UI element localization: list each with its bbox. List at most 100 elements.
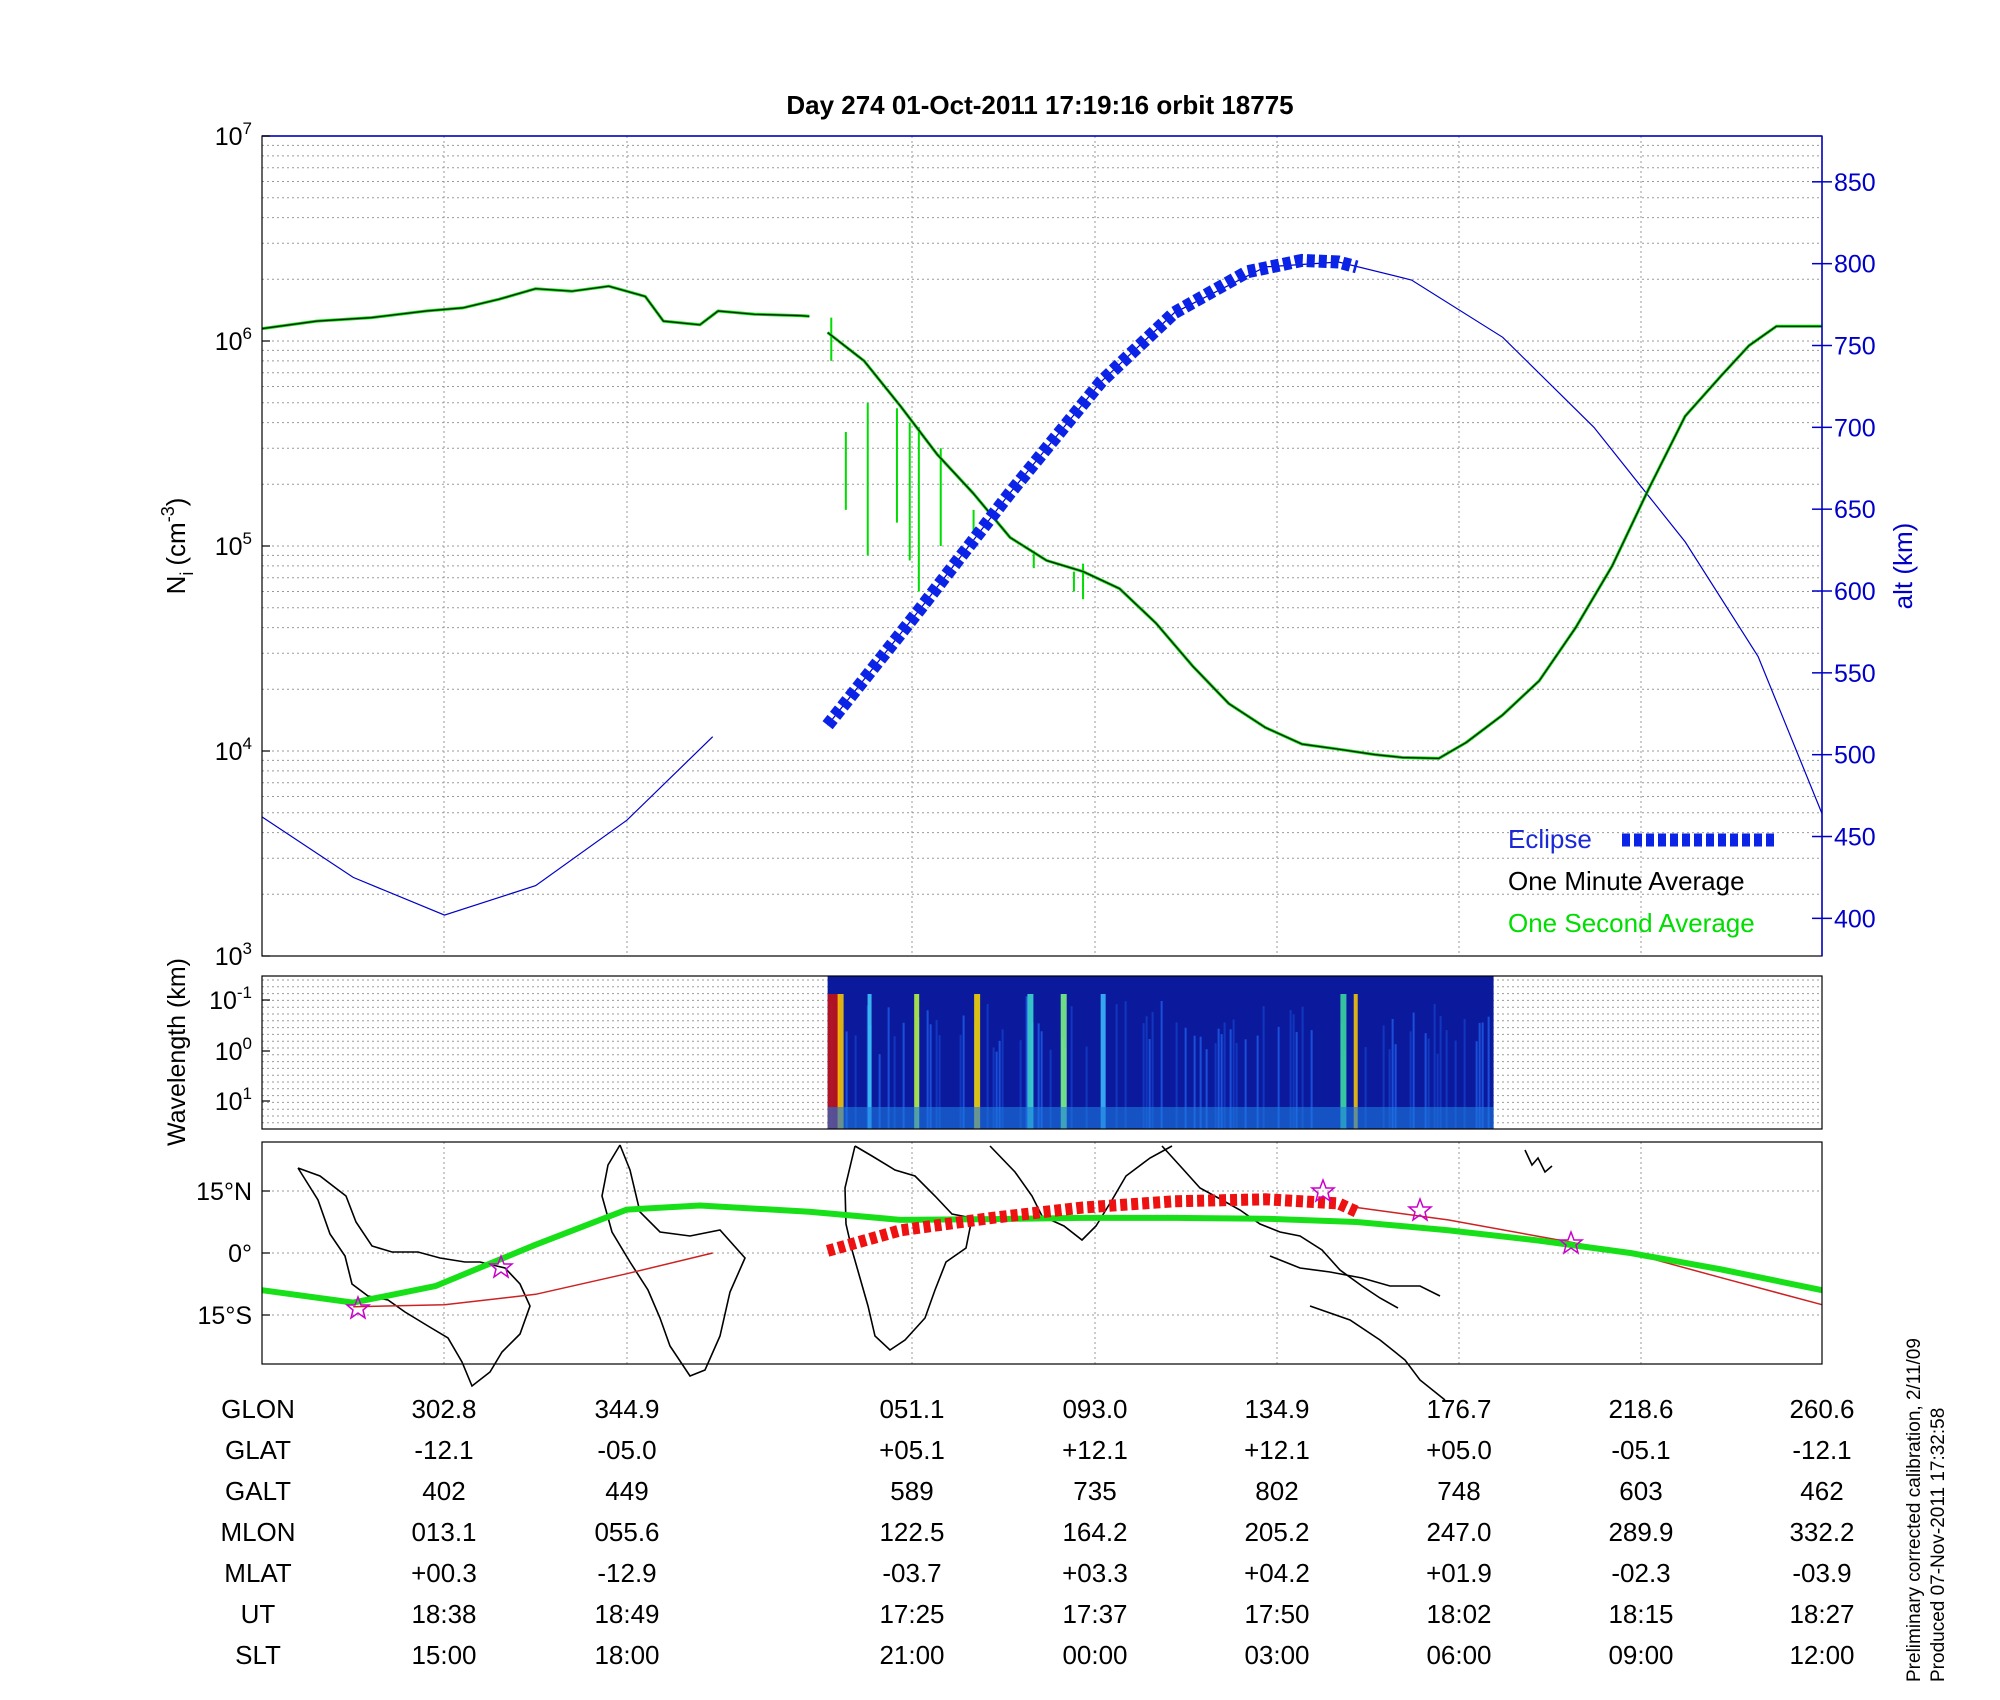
spectrogram-streak (995, 1051, 998, 1129)
spectrogram-streak (1295, 1031, 1298, 1129)
spectrogram-streak (1454, 1040, 1457, 1129)
table-cell: 802 (1255, 1476, 1298, 1506)
spectrogram-y-ticks: 10-1 100 101 (209, 983, 270, 1116)
coastline-outlines (297, 1144, 1553, 1401)
spectrogram-y-axis-label: Wavelength (km) (163, 958, 191, 1146)
altitude-tick-label: 400 (1834, 905, 1876, 933)
table-row-label: UT (241, 1599, 276, 1629)
star-marker (1309, 1177, 1337, 1203)
spectrogram-streak (1439, 1016, 1442, 1129)
spectrogram-streak (926, 1010, 929, 1129)
spectrogram-streak (1025, 996, 1028, 1129)
table-cell: 12:00 (1789, 1640, 1854, 1670)
spectrogram-band (1027, 994, 1034, 1129)
calibration-note: Preliminary corrected calibration, 2/11/… (1904, 1338, 1925, 1682)
table-row-label: GALT (225, 1476, 291, 1506)
table-cell: 176.7 (1426, 1394, 1491, 1424)
altitude-tick-label: 600 (1834, 578, 1876, 606)
spectrogram-streak (1412, 1012, 1415, 1129)
legend-one-second-label: One Second Average (1508, 908, 1755, 938)
table-cell: 00:00 (1062, 1640, 1127, 1670)
density-panel: 103 104 105 106 107 400 450 500 550 600 650 700 750… (158, 119, 1918, 971)
track-line (261, 1202, 1823, 1306)
spectrogram-streak (1085, 1046, 1088, 1129)
table-cell: -12.9 (597, 1558, 656, 1588)
spectrogram-streak (1184, 1027, 1187, 1129)
spectrogram-streak (959, 1034, 962, 1129)
table-cell: 06:00 (1426, 1640, 1491, 1670)
table-cell: 134.9 (1244, 1394, 1309, 1424)
spectrogram-streak (935, 1020, 938, 1129)
y-tick-label: 104 (215, 734, 252, 766)
spectrogram-streak (1220, 1034, 1223, 1129)
spectrogram-streak (1040, 1031, 1043, 1129)
table-row-label: MLON (220, 1517, 295, 1547)
one-minute-average-lines (261, 284, 1822, 760)
eclipse-track-line (825, 1193, 1360, 1257)
spectrogram-streak (992, 1047, 995, 1129)
table-cell: +04.2 (1244, 1558, 1310, 1588)
table-cell: -12.1 (1792, 1435, 1851, 1465)
table-cell: 218.6 (1608, 1394, 1673, 1424)
spectrogram-streak (1481, 1022, 1484, 1129)
spectrogram-streak (1142, 1023, 1145, 1129)
table-cell: 17:25 (879, 1599, 944, 1629)
spectrogram-streak (1244, 1039, 1247, 1129)
spectrogram-streak (1175, 1022, 1178, 1129)
table-cell: -05.1 (1611, 1435, 1670, 1465)
spectrogram-streak (1409, 1031, 1412, 1129)
spectrogram-streak (1463, 1019, 1466, 1129)
table-cell: 17:50 (1244, 1599, 1309, 1629)
spectrogram-streak (938, 1035, 941, 1129)
table-cell: +01.9 (1426, 1558, 1492, 1588)
table-cell: 18:02 (1426, 1599, 1491, 1629)
star-marker (344, 1294, 372, 1320)
spectrogram-streak (902, 1022, 905, 1129)
spectrogram-streak (929, 1024, 932, 1129)
altitude-line (827, 261, 1823, 814)
spectrogram-streak (1148, 1039, 1151, 1129)
spectrogram-streak (1070, 1006, 1073, 1129)
spectrogram-streak (1436, 1053, 1439, 1129)
altitude-tick-label: 700 (1834, 414, 1876, 442)
spectrogram-streak (1475, 1041, 1478, 1129)
spectrogram-streak (1049, 1049, 1052, 1129)
spectrogram-streak (1388, 1049, 1391, 1129)
ground-track-line (353, 1252, 713, 1308)
spectrogram-streak (962, 1015, 965, 1129)
africa-outline (844, 1145, 973, 1352)
table-cell: 013.1 (411, 1517, 476, 1547)
one-second-average-line (261, 284, 810, 331)
spectrogram-band (1340, 994, 1347, 1129)
table-cell: 332.2 (1789, 1517, 1854, 1547)
table-cell: 18:49 (594, 1599, 659, 1629)
altitude-tick-label: 500 (1834, 742, 1876, 770)
table-cell: 603 (1619, 1476, 1662, 1506)
indonesia-outline (1269, 1255, 1441, 1297)
eclipse-line (822, 253, 1359, 730)
y-tick-label: 106 (215, 324, 252, 356)
y-tick-label: 107 (215, 119, 252, 151)
produced-note: Produced 07-Nov-2011 17:32:58 (1928, 1408, 1949, 1682)
australia-outline (1309, 1305, 1446, 1401)
map-panel: 15°N 0° 15°S (196, 1141, 1823, 1401)
spectrogram-floor (827, 1107, 1494, 1129)
ylabel-unit: (cm (161, 522, 191, 565)
spectrogram-streak (1391, 1018, 1394, 1129)
ground-track-lines (353, 1206, 1823, 1308)
table-cell: 21:00 (879, 1640, 944, 1670)
table-cell: 402 (422, 1476, 465, 1506)
altitude-tick-label: 650 (1834, 496, 1876, 524)
spectrogram-band (1100, 994, 1106, 1129)
spectrogram-background (827, 976, 1494, 1129)
southeast-asia-outline (1161, 1145, 1399, 1309)
ylabel-close: ) (161, 498, 191, 507)
spectrogram-streak (1364, 1047, 1367, 1129)
spectrogram-streak (1037, 1023, 1040, 1129)
spectrogram-band (867, 994, 872, 1129)
spectrogram-streak (998, 1040, 1001, 1129)
spectrogram-streak (1019, 1040, 1022, 1129)
one-minute-average-line (261, 285, 810, 330)
spectrogram-streak (1193, 1035, 1196, 1129)
